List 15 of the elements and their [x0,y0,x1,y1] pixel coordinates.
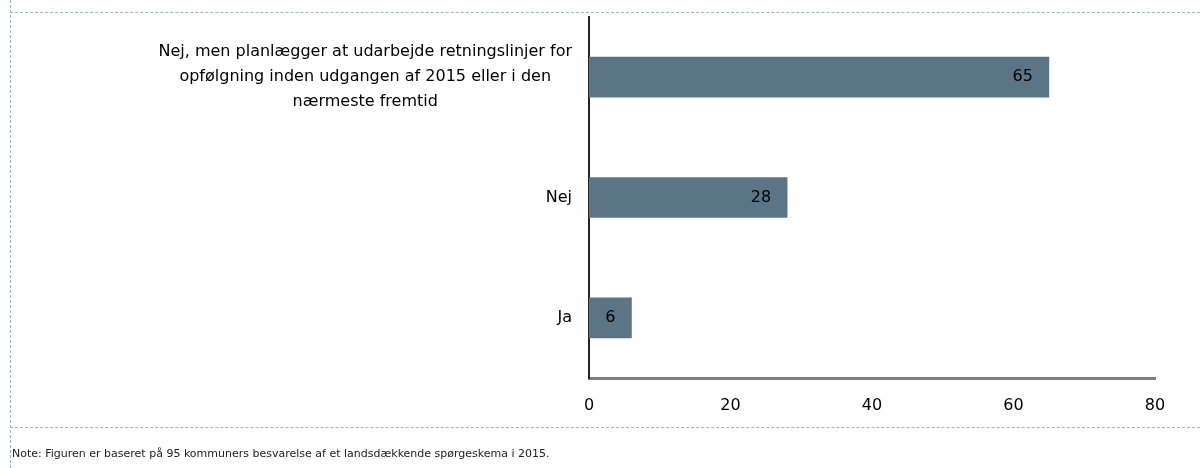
y-tick-label: Ja [556,306,572,326]
bar [589,297,632,339]
data-label: 65 [1012,66,1033,86]
x-tick-label: 60 [1003,394,1024,414]
x-tick-label: 40 [861,394,883,414]
x-tick-label: 0 [583,394,595,414]
y-tick-label: Nej [545,186,572,206]
data-label: 28 [750,186,772,206]
y-tick-label: Nej, men planlægger at udarbejde retningslinjer for opfølgning inden udgangen af 2015 eller i den nærmeste fremtid [158,41,573,111]
x-tick-label: 80 [1144,394,1166,414]
bar [589,56,1050,98]
x-tick-label: 20 [720,394,741,414]
data-label: 6 [605,306,616,326]
bar [589,177,788,218]
text: Note: Figuren er baseret på 95 kommuners besvarelse af et landsdækkende spørgeskema i 2015. [12,447,550,460]
